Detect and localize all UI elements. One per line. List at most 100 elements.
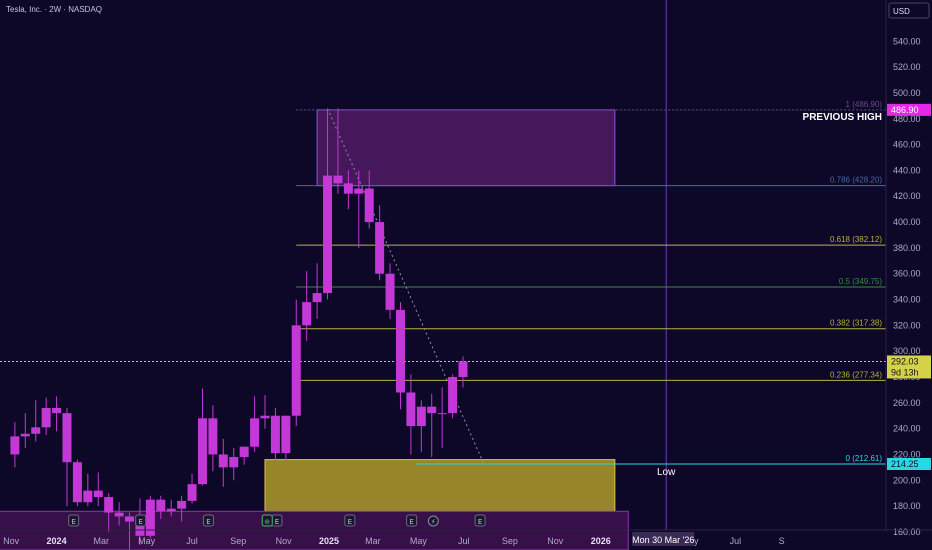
fib-label-4: 0.382 (317.38) xyxy=(830,319,882,328)
countdown-label: 9d 13h xyxy=(891,367,919,377)
fib-label-6: 0 (212.61) xyxy=(846,454,883,463)
high-price-tag-bg xyxy=(887,103,931,116)
candle-body-5 xyxy=(62,413,72,463)
low-price-tag-bg xyxy=(887,458,931,471)
candle-body-3 xyxy=(41,407,51,428)
y-tick-label-17: 500.00 xyxy=(893,88,921,98)
earnings-marker-5-box[interactable] xyxy=(406,514,418,527)
earnings-marker-2-box[interactable] xyxy=(202,514,214,527)
date-marker-label: Mon 30 Mar '26 xyxy=(632,535,694,545)
candle-body-23 xyxy=(250,418,260,447)
candle-body-9 xyxy=(104,497,114,513)
fib-label-3: 0.5 (349.75) xyxy=(839,277,882,286)
current-price-tag-bg xyxy=(887,355,931,379)
earnings-marker-4-box[interactable] xyxy=(344,514,356,527)
candle-body-17 xyxy=(187,484,197,501)
split-marker-0-circle[interactable] xyxy=(427,515,439,527)
y-tick-label-13: 420.00 xyxy=(893,191,921,201)
earnings-marker-1: E xyxy=(138,518,142,526)
candle-body-0 xyxy=(10,436,20,455)
candle-body-10 xyxy=(114,512,124,517)
x-tick-label-11: Sep xyxy=(502,536,518,546)
candle-body-27 xyxy=(291,325,301,416)
low-label: Low xyxy=(657,467,676,478)
fib-label-5: 0.236 (277.34) xyxy=(830,370,882,379)
earnings-marker-4: E xyxy=(348,518,352,526)
earnings-marker-5: E xyxy=(409,518,413,526)
candle-body-20 xyxy=(218,454,228,468)
x-tick-label-0: Nov xyxy=(3,536,20,546)
candle-body-19 xyxy=(208,418,218,455)
y-tick-label-1: 180.00 xyxy=(893,501,921,511)
x-tick-label-4: Jul xyxy=(186,536,198,546)
low-zone xyxy=(264,459,616,512)
x-tick-label-10: Jul xyxy=(458,536,470,546)
x-tick-label-16: S xyxy=(779,536,785,546)
symbol-title: Tesla, Inc. · 2W · NASDAQ xyxy=(6,5,103,14)
low-price-tag: 214.25 xyxy=(891,459,919,469)
x-tick-label-15: Jul xyxy=(730,536,742,546)
candle-body-13 xyxy=(145,499,155,536)
x-tick-label-2: Mar xyxy=(93,536,109,546)
candle-body-21 xyxy=(229,457,239,468)
candle-body-6 xyxy=(72,462,82,503)
y-tick-label-0: 160.00 xyxy=(893,527,921,537)
fib-label-2: 0.618 (382.12) xyxy=(830,235,882,244)
dividend-marker-0-box[interactable] xyxy=(261,514,273,527)
candle-body-24 xyxy=(260,415,270,419)
candle-body-35 xyxy=(375,222,385,274)
x-tick-label-3: May xyxy=(138,536,156,546)
candle-body-1 xyxy=(20,433,30,437)
candle-body-14 xyxy=(156,499,166,512)
y-tick-label-15: 460.00 xyxy=(893,140,921,150)
earnings-marker-1-box[interactable] xyxy=(135,514,147,527)
candle-body-37 xyxy=(395,309,405,393)
split-marker-0: ⚡ xyxy=(431,518,436,526)
candle-body-33 xyxy=(354,188,364,194)
x-tick-label-6: Nov xyxy=(276,536,293,546)
y-tick-label-5: 260.00 xyxy=(893,398,921,408)
candle-body-28 xyxy=(302,302,312,326)
y-tick-label-12: 400.00 xyxy=(893,217,921,227)
previous-high-label: PREVIOUS HIGH xyxy=(803,112,882,123)
candle-body-25 xyxy=(270,415,280,454)
y-tick-label-3: 220.00 xyxy=(893,449,921,459)
y-tick-label-11: 380.00 xyxy=(893,243,921,253)
current-price-tag: 292.03 xyxy=(891,356,919,366)
earnings-marker-3: E xyxy=(275,518,279,526)
previous-high-zone xyxy=(316,109,616,187)
candle-body-43 xyxy=(458,361,468,377)
candle-body-4 xyxy=(52,407,62,414)
x-tick-label-8: Mar xyxy=(365,536,381,546)
y-tick-label-4: 240.00 xyxy=(893,424,921,434)
x-tick-label-7: 2025 xyxy=(319,536,339,546)
candle-body-30 xyxy=(323,175,333,294)
earnings-marker-2: E xyxy=(206,518,210,526)
currency-label: USD xyxy=(893,7,910,16)
candle-body-15 xyxy=(166,508,176,512)
candle-body-7 xyxy=(83,490,93,503)
y-tick-label-14: 440.00 xyxy=(893,165,921,175)
date-marker-bg xyxy=(632,532,695,546)
x-tick-label-5: Sep xyxy=(230,536,246,546)
high-price-tag: 486.90 xyxy=(891,105,919,115)
candle-body-22 xyxy=(239,446,249,458)
candle-body-41 xyxy=(437,413,447,415)
earnings-marker-6: E xyxy=(478,518,482,526)
candle-body-32 xyxy=(343,183,353,194)
x-tick-label-9: May xyxy=(410,536,428,546)
earnings-marker-6-box[interactable] xyxy=(474,514,486,527)
fib-label-1: 0.786 (428.20) xyxy=(830,176,882,185)
y-tick-label-19: 540.00 xyxy=(893,36,921,46)
y-tick-label-2: 200.00 xyxy=(893,475,921,485)
earnings-marker-0-box[interactable] xyxy=(68,514,80,527)
candle-body-31 xyxy=(333,175,343,184)
currency-box[interactable] xyxy=(888,2,930,19)
y-tick-label-16: 480.00 xyxy=(893,114,921,124)
candle-body-12 xyxy=(135,521,145,536)
y-tick-label-18: 520.00 xyxy=(893,62,921,72)
earnings-marker-0: E xyxy=(71,518,75,526)
candle-body-38 xyxy=(406,392,416,427)
